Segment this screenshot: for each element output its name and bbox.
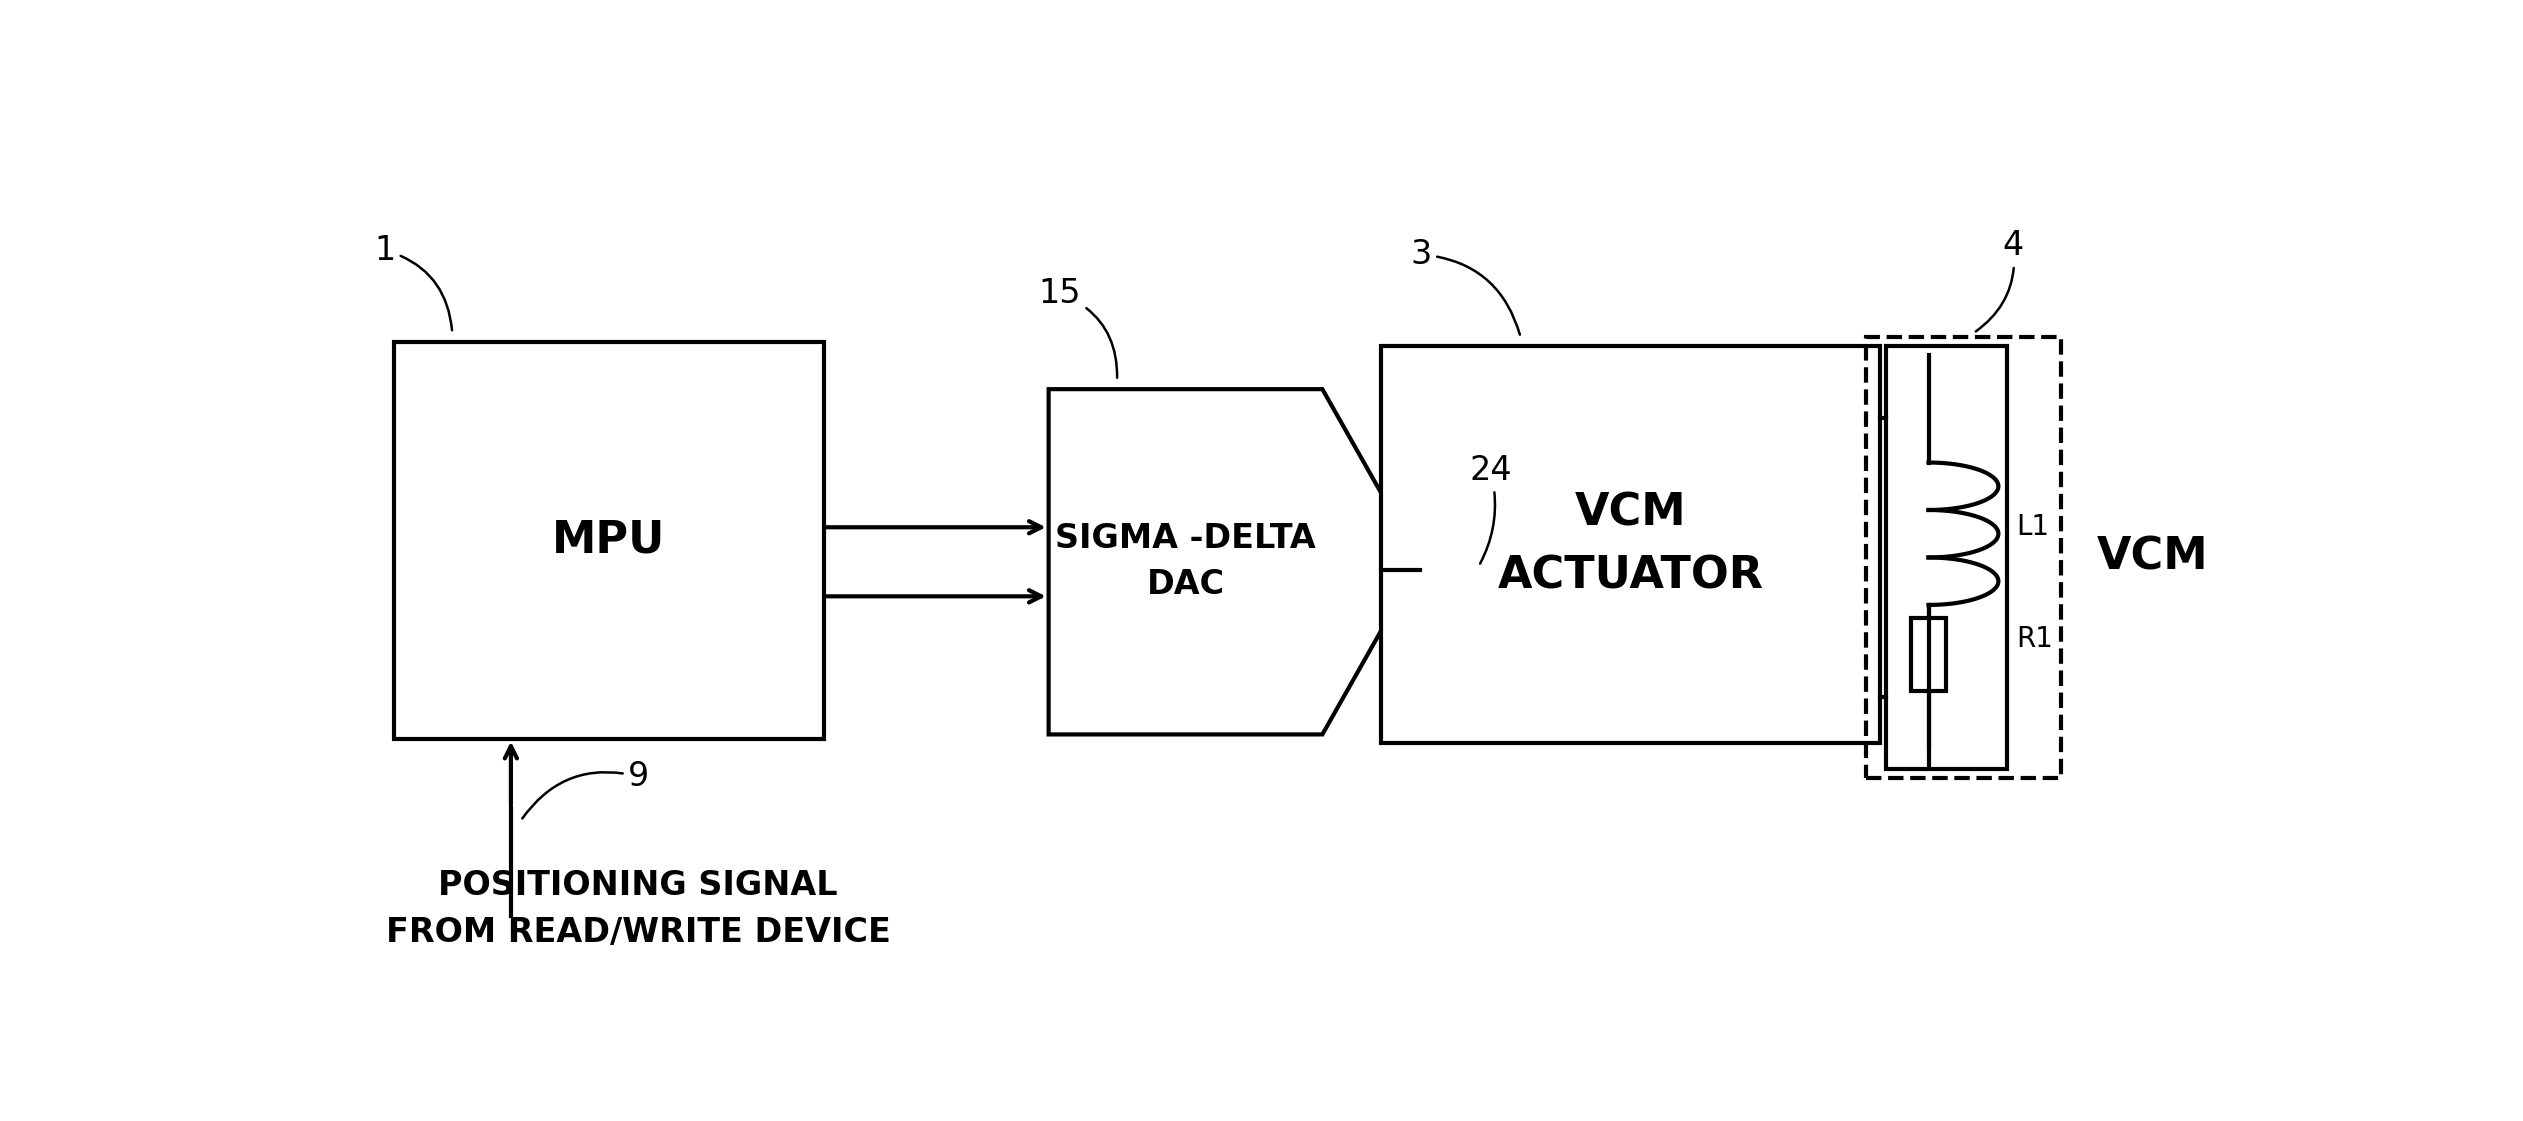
Text: 1: 1 xyxy=(373,233,452,331)
Text: POSITIONING SIGNAL: POSITIONING SIGNAL xyxy=(439,869,838,902)
Text: VCM: VCM xyxy=(2097,536,2208,578)
Text: MPU: MPU xyxy=(553,519,666,562)
Text: R1: R1 xyxy=(2016,626,2054,654)
Text: 15: 15 xyxy=(1039,277,1118,378)
Text: FROM READ/WRITE DEVICE: FROM READ/WRITE DEVICE xyxy=(386,917,891,949)
Bar xyxy=(1867,337,2061,778)
Bar xyxy=(1885,346,2006,769)
Text: L1: L1 xyxy=(2016,513,2049,541)
Text: 3: 3 xyxy=(1410,238,1519,335)
Text: 24: 24 xyxy=(1468,454,1511,564)
Bar xyxy=(1910,618,1945,692)
Text: SIGMA -DELTA
DAC: SIGMA -DELTA DAC xyxy=(1055,522,1317,601)
Text: 9: 9 xyxy=(522,760,648,818)
Text: 4: 4 xyxy=(1976,230,2023,332)
Polygon shape xyxy=(1050,389,1420,734)
Bar xyxy=(394,342,825,739)
Bar xyxy=(1380,346,1880,743)
Text: VCM
ACTUATOR: VCM ACTUATOR xyxy=(1496,491,1764,597)
